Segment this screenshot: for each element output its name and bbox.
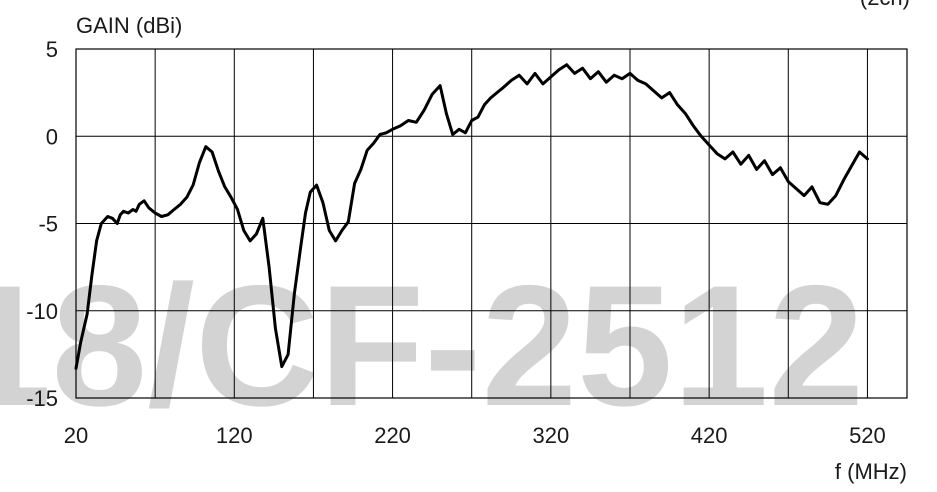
y-tick-label: -10 [26,299,58,324]
x-tick-label: 120 [216,423,253,448]
x-tick-labels: 20 120 220 320 420 520 [64,423,886,448]
watermark: 18/CF-2512 [0,250,864,442]
x-tick-label: 520 [849,423,886,448]
top-right-label: (2ch) [860,0,910,10]
y-axis-label: GAIN (dBi) [76,13,182,38]
y-tick-labels: 5 0 -5 -10 -15 [26,37,58,411]
y-tick-label: -5 [38,212,58,237]
x-tick-label: 420 [691,423,728,448]
y-tick-label: 5 [46,37,58,62]
y-tick-label: -15 [26,386,58,411]
x-tick-label: 320 [532,423,569,448]
y-tick-label: 0 [46,124,58,149]
plot-frame [75,48,908,399]
x-tick-label: 20 [64,423,88,448]
x-tick-label: 220 [374,423,411,448]
x-axis-label: f (MHz) [835,459,907,484]
gain-series-line [74,63,869,370]
